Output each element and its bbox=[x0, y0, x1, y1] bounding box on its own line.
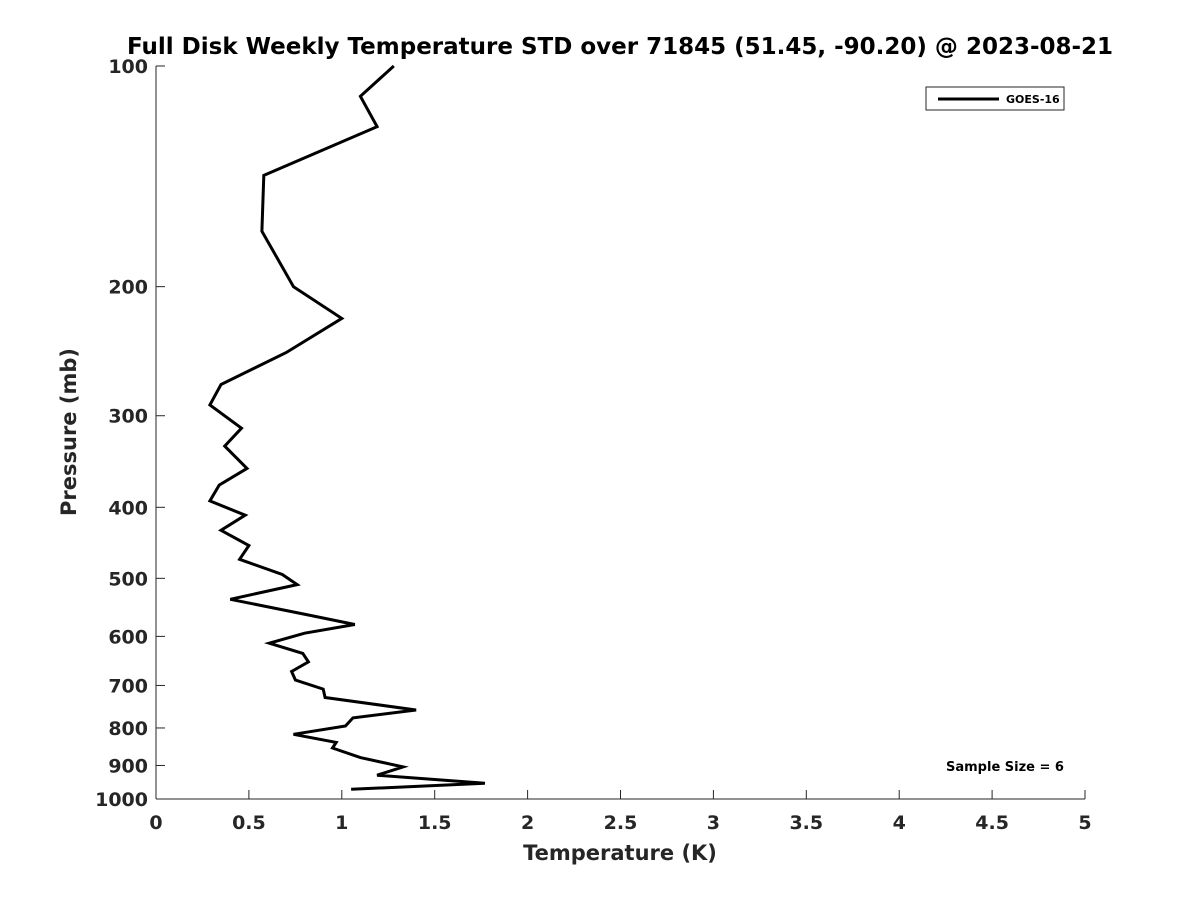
series-line-goes-16 bbox=[207, 64, 486, 791]
x-tick-label: 2 bbox=[521, 812, 534, 834]
x-tick-label: 0 bbox=[149, 812, 162, 834]
y-tick-label: 600 bbox=[108, 626, 148, 648]
x-tick-label: 5 bbox=[1078, 812, 1091, 834]
y-tick-label: 1000 bbox=[95, 789, 148, 811]
chart-title: Full Disk Weekly Temperature STD over 71… bbox=[127, 34, 1113, 60]
y-tick-label: 800 bbox=[108, 718, 148, 740]
y-tick-label: 300 bbox=[108, 406, 148, 428]
y-tick-label: 400 bbox=[108, 497, 148, 519]
y-tick-label: 100 bbox=[108, 56, 148, 78]
x-tick-label: 3.5 bbox=[789, 812, 823, 834]
y-tick-label: 700 bbox=[108, 675, 148, 697]
y-tick-label: 900 bbox=[108, 755, 148, 777]
legend: GOES-16 bbox=[925, 86, 1065, 111]
x-tick-label: 4.5 bbox=[975, 812, 1009, 834]
plot-area bbox=[207, 64, 486, 791]
legend-label-goes-16: GOES-16 bbox=[1006, 93, 1060, 106]
y-axis-ticks: 100 200 300 400 500 600 700 800 900 1000 bbox=[95, 56, 165, 811]
x-tick-label: 1.5 bbox=[418, 812, 452, 834]
y-tick-label: 200 bbox=[108, 277, 148, 299]
x-tick-label: 3 bbox=[707, 812, 720, 834]
x-axis-ticks: 0 0.5 1 1.5 2 2.5 3 3.5 4 4.5 5 bbox=[149, 790, 1092, 834]
x-tick-label: 4 bbox=[893, 812, 906, 834]
x-axis-label: Temperature (K) bbox=[523, 841, 717, 865]
y-tick-label: 500 bbox=[108, 568, 148, 590]
x-tick-label: 0.5 bbox=[232, 812, 266, 834]
y-axis-label: Pressure (mb) bbox=[57, 348, 81, 516]
sample-size-annotation: Sample Size = 6 bbox=[946, 760, 1064, 775]
x-tick-label: 2.5 bbox=[604, 812, 638, 834]
x-tick-label: 1 bbox=[335, 812, 348, 834]
